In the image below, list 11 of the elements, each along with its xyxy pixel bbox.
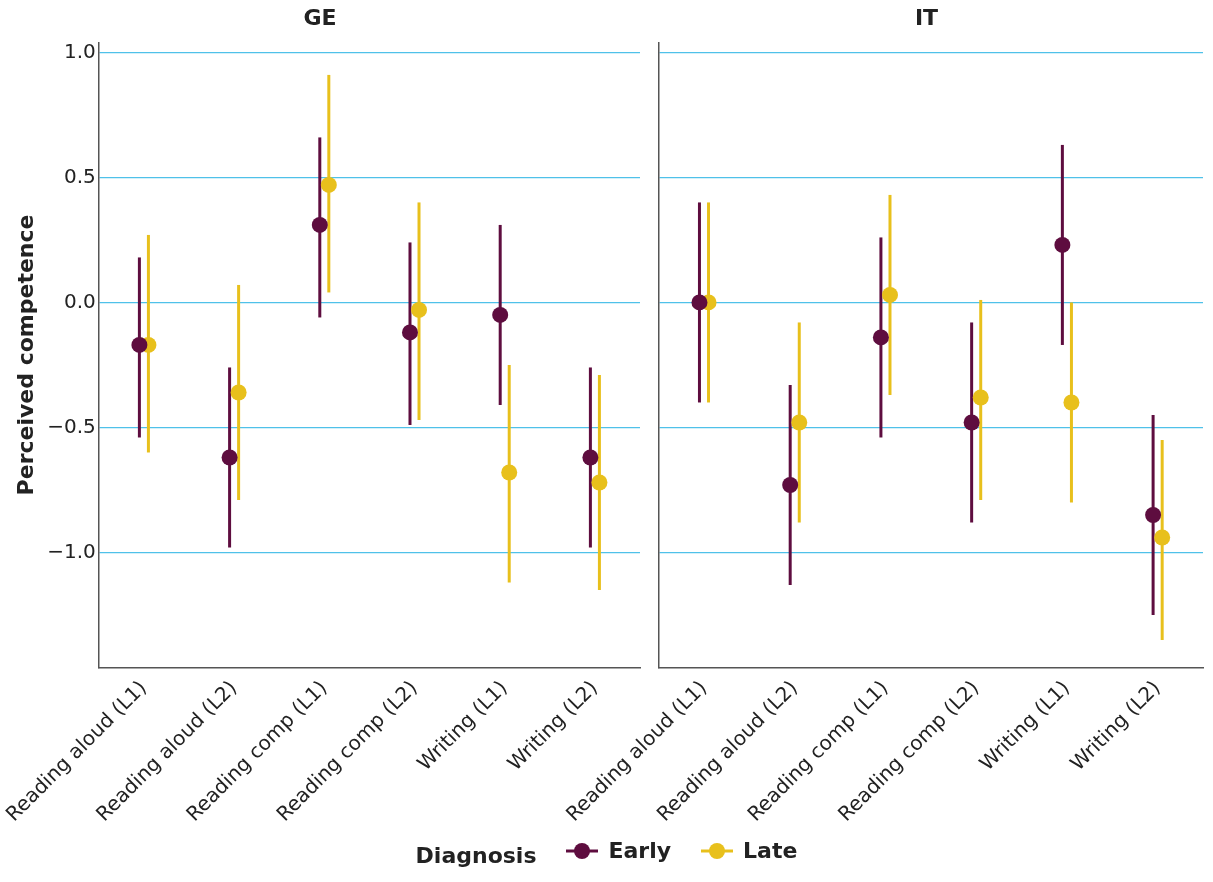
legend-label: Early — [608, 838, 672, 863]
y-tick-label: 0.0 — [64, 288, 96, 313]
legend-title: Diagnosis — [415, 842, 537, 868]
legend-label: Late — [743, 838, 798, 863]
y-tick-label: 1.0 — [64, 38, 96, 63]
y-tick-label: −0.5 — [47, 413, 96, 438]
y-tick-label: 0.5 — [64, 163, 96, 188]
y-axis-title: Perceived competence — [12, 214, 38, 496]
y-tick-label: −1.0 — [47, 538, 96, 563]
chart-title: IT — [914, 4, 939, 30]
chart-title: GE — [303, 4, 337, 30]
